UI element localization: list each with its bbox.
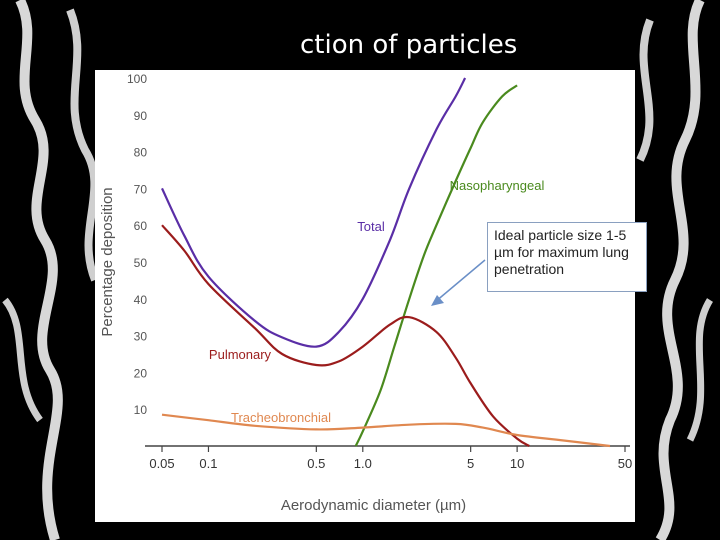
y-tick-label: 80 bbox=[134, 146, 148, 160]
x-tick-label: 0.1 bbox=[199, 456, 217, 471]
series-line-total bbox=[161, 77, 467, 348]
series-line-tracheobronchial bbox=[161, 413, 611, 448]
y-axis-label: Percentage deposition bbox=[99, 187, 116, 336]
y-tick-label: 60 bbox=[134, 219, 148, 233]
series-label-total: Total bbox=[357, 219, 385, 234]
x-tick-label: 5 bbox=[467, 456, 474, 471]
slide-title: ction of particles bbox=[300, 30, 518, 60]
series-line-nasopharyngeal bbox=[354, 84, 518, 447]
series-line-pulmonary bbox=[161, 224, 530, 447]
y-tick-label: 30 bbox=[134, 330, 148, 344]
series-label-pulmonary: Pulmonary bbox=[209, 347, 272, 362]
y-tick-label: 90 bbox=[134, 109, 148, 123]
decorative-right-pattern bbox=[636, 0, 714, 540]
series-label-tracheobronchial: Tracheobronchial bbox=[231, 410, 331, 425]
y-tick-label: 10 bbox=[134, 403, 148, 417]
y-tick-label: 20 bbox=[134, 366, 148, 380]
y-tick-label: 50 bbox=[134, 256, 148, 270]
callout-arrow-head bbox=[431, 295, 444, 306]
x-tick-label: 10 bbox=[510, 456, 524, 471]
decorative-left-pattern bbox=[2, 0, 99, 540]
x-tick-label: 1.0 bbox=[354, 456, 372, 471]
x-tick-label: 0.5 bbox=[307, 456, 325, 471]
y-tick-label: 100 bbox=[127, 72, 147, 86]
callout-arrow-line bbox=[434, 259, 486, 303]
callout-box: Ideal particle size 1-5 µm for maximum l… bbox=[487, 222, 647, 292]
y-tick-label: 40 bbox=[134, 293, 148, 307]
deposition-chart: Percentage deposition Aerodynamic diamet… bbox=[99, 72, 632, 514]
x-tick-label: 50 bbox=[618, 456, 632, 471]
x-axis-label: Aerodynamic diameter (µm) bbox=[281, 497, 466, 514]
chart-panel: Percentage deposition Aerodynamic diamet… bbox=[95, 70, 635, 522]
series-label-nasopharyngeal: Nasopharyngeal bbox=[450, 178, 545, 193]
x-tick-label: 0.05 bbox=[149, 456, 174, 471]
y-tick-label: 70 bbox=[134, 182, 148, 196]
